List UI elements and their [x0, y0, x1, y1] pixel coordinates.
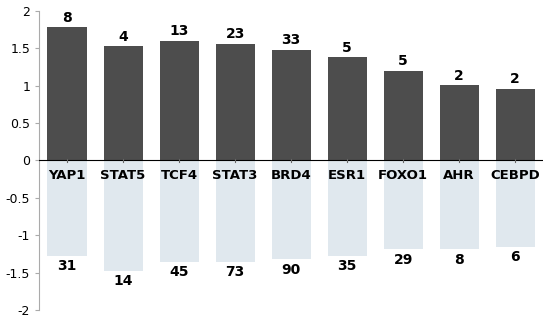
Text: 23: 23 [226, 27, 245, 41]
Text: YAP1: YAP1 [48, 169, 86, 182]
Bar [272, 160, 311, 260]
Text: 31: 31 [57, 260, 77, 273]
Text: 4: 4 [118, 29, 128, 43]
Text: 8: 8 [62, 11, 72, 25]
Text: 8: 8 [454, 253, 464, 267]
Bar [328, 57, 367, 160]
Bar [383, 71, 423, 160]
Text: 5: 5 [398, 54, 408, 68]
Text: 14: 14 [113, 274, 133, 288]
Bar [160, 40, 199, 160]
Text: 90: 90 [282, 263, 301, 277]
Text: 29: 29 [393, 253, 413, 267]
Text: 13: 13 [169, 24, 189, 38]
Text: AHR: AHR [443, 169, 475, 182]
Bar [383, 160, 423, 249]
Text: BRD4: BRD4 [271, 169, 311, 182]
Bar [496, 160, 535, 247]
Text: 73: 73 [226, 265, 245, 280]
Text: TCF4: TCF4 [161, 169, 197, 182]
Bar [103, 46, 142, 160]
Bar [47, 27, 87, 160]
Text: FOXO1: FOXO1 [378, 169, 428, 182]
Bar [439, 85, 479, 160]
Bar [272, 50, 311, 160]
Bar [439, 160, 479, 249]
Text: CEBPD: CEBPD [491, 169, 540, 182]
Text: STAT5: STAT5 [101, 169, 146, 182]
Bar [496, 88, 535, 160]
Bar [47, 160, 87, 256]
Bar [216, 160, 255, 262]
Text: 2: 2 [454, 69, 464, 83]
Bar [328, 160, 367, 256]
Text: 5: 5 [342, 41, 352, 55]
Text: 35: 35 [338, 260, 357, 273]
Text: ESR1: ESR1 [328, 169, 366, 182]
Text: 6: 6 [510, 250, 520, 264]
Text: 45: 45 [169, 265, 189, 280]
Bar [160, 160, 199, 262]
Text: 33: 33 [282, 33, 301, 47]
Text: 2: 2 [510, 72, 520, 86]
Bar [103, 160, 142, 271]
Bar [216, 43, 255, 160]
Text: STAT3: STAT3 [212, 169, 258, 182]
